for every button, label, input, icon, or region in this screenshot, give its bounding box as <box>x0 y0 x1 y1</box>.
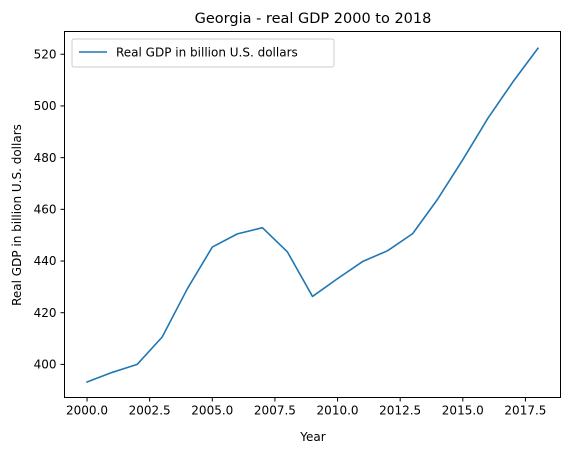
y-axis-label: Real GDP in billion U.S. dollars <box>10 124 24 306</box>
y-axis: 400 420 440 460 480 500 520 <box>34 47 65 372</box>
y-tick-label: 440 <box>34 254 57 268</box>
x-tick-label: 2012.5 <box>379 404 421 418</box>
x-tick-label: 2002.5 <box>129 404 171 418</box>
x-axis-label: Year <box>299 430 325 444</box>
legend-frame <box>71 38 335 68</box>
legend: Real GDP in billion U.S. dollars <box>71 38 335 68</box>
chart-title: Georgia - real GDP 2000 to 2018 <box>195 11 432 27</box>
x-tick-label: 2005.0 <box>191 404 233 418</box>
y-tick-label: 420 <box>34 306 57 320</box>
y-tick-label: 400 <box>34 358 57 372</box>
x-tick-label: 2007.5 <box>254 404 296 418</box>
x-tick-label: 2010.0 <box>317 404 359 418</box>
y-tick-label: 460 <box>34 203 57 217</box>
y-tick-label: 480 <box>34 151 57 165</box>
y-tick-label: 520 <box>34 47 57 61</box>
x-tick-label: 2000.0 <box>66 404 108 418</box>
plot-area <box>86 47 540 384</box>
legend-label: Real GDP in billion U.S. dollars <box>116 46 298 60</box>
x-tick-label: 2015.0 <box>442 404 484 418</box>
series-line-0 <box>86 47 540 384</box>
plot-frame <box>64 31 561 398</box>
y-tick-label: 500 <box>34 99 57 113</box>
x-tick-label: 2017.5 <box>504 404 546 418</box>
x-axis: 2000.0 2002.5 2005.0 2007.5 2010.0 2012.5 2015… <box>66 397 546 418</box>
